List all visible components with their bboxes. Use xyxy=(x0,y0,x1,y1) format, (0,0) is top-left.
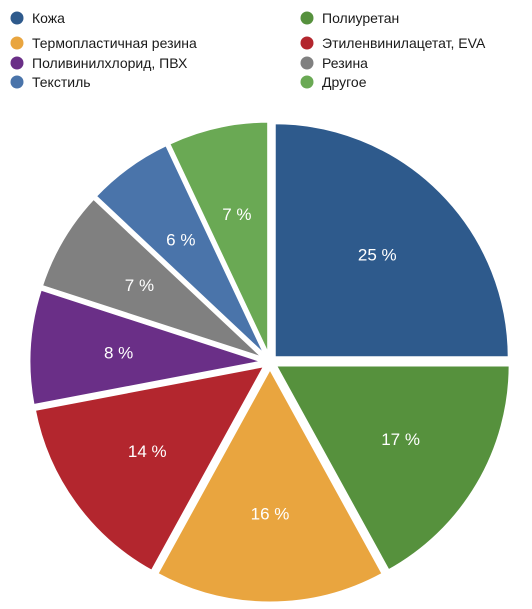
pie-slices xyxy=(27,119,512,605)
legend-marker xyxy=(300,36,314,50)
data-labels: 25 % 17 % 16 % 14 % 8 % 7 % 6 % 7 % xyxy=(104,205,420,524)
legend-label: Кожа xyxy=(32,10,65,26)
legend-item: Текстиль xyxy=(10,74,91,90)
legend-label: Полиуретан xyxy=(322,10,399,26)
pie-slice-5 xyxy=(27,287,266,408)
slice-value-label: 14 % xyxy=(128,442,167,461)
slice-value-label: 8 % xyxy=(104,343,133,362)
legend-label: Этиленвинилацетат, EVA xyxy=(322,35,486,51)
legend-label: Резина xyxy=(322,55,368,71)
legend-item: Резина xyxy=(300,55,368,71)
legend-marker xyxy=(300,11,314,25)
legend-label: Термопластичная резина xyxy=(32,35,197,51)
slice-value-label: 16 % xyxy=(251,505,290,524)
legend-item: Полиуретан xyxy=(300,10,399,26)
legend-marker xyxy=(300,56,314,70)
legend-marker xyxy=(10,75,24,89)
legend-item: Поливинилхлорид, ПВХ xyxy=(10,55,188,71)
slice-value-label: 7 % xyxy=(125,276,154,295)
legend-item: Другое xyxy=(300,74,367,90)
legend-marker xyxy=(10,11,24,25)
legend-label: Текстиль xyxy=(32,74,91,90)
legend-marker xyxy=(10,36,24,50)
legend-item: Термопластичная резина xyxy=(10,35,197,51)
legend-item: Этиленвинилацетат, EVA xyxy=(300,35,486,51)
legend-marker xyxy=(10,56,24,70)
pie-slice-2 xyxy=(273,363,512,573)
pie-slice-6 xyxy=(39,196,267,361)
slice-value-label: 7 % xyxy=(222,205,251,224)
slice-value-label: 17 % xyxy=(381,430,420,449)
slice-value-label: 25 % xyxy=(358,246,397,265)
slice-value-label: 6 % xyxy=(166,230,195,249)
legend-item: Кожа xyxy=(10,10,65,26)
legend-label: Другое xyxy=(322,74,367,90)
pie-slice-3 xyxy=(155,366,385,605)
pie-slice-8 xyxy=(167,119,271,358)
legend-marker xyxy=(300,75,314,89)
legend-label: Поливинилхлорид, ПВХ xyxy=(32,55,188,71)
pie-slice-7 xyxy=(93,143,268,359)
legend: Кожа Полиуретан Термопластичная резина Этил… xyxy=(10,10,486,90)
pie-slice-4 xyxy=(32,364,267,573)
pie-slice-1 xyxy=(272,121,511,360)
